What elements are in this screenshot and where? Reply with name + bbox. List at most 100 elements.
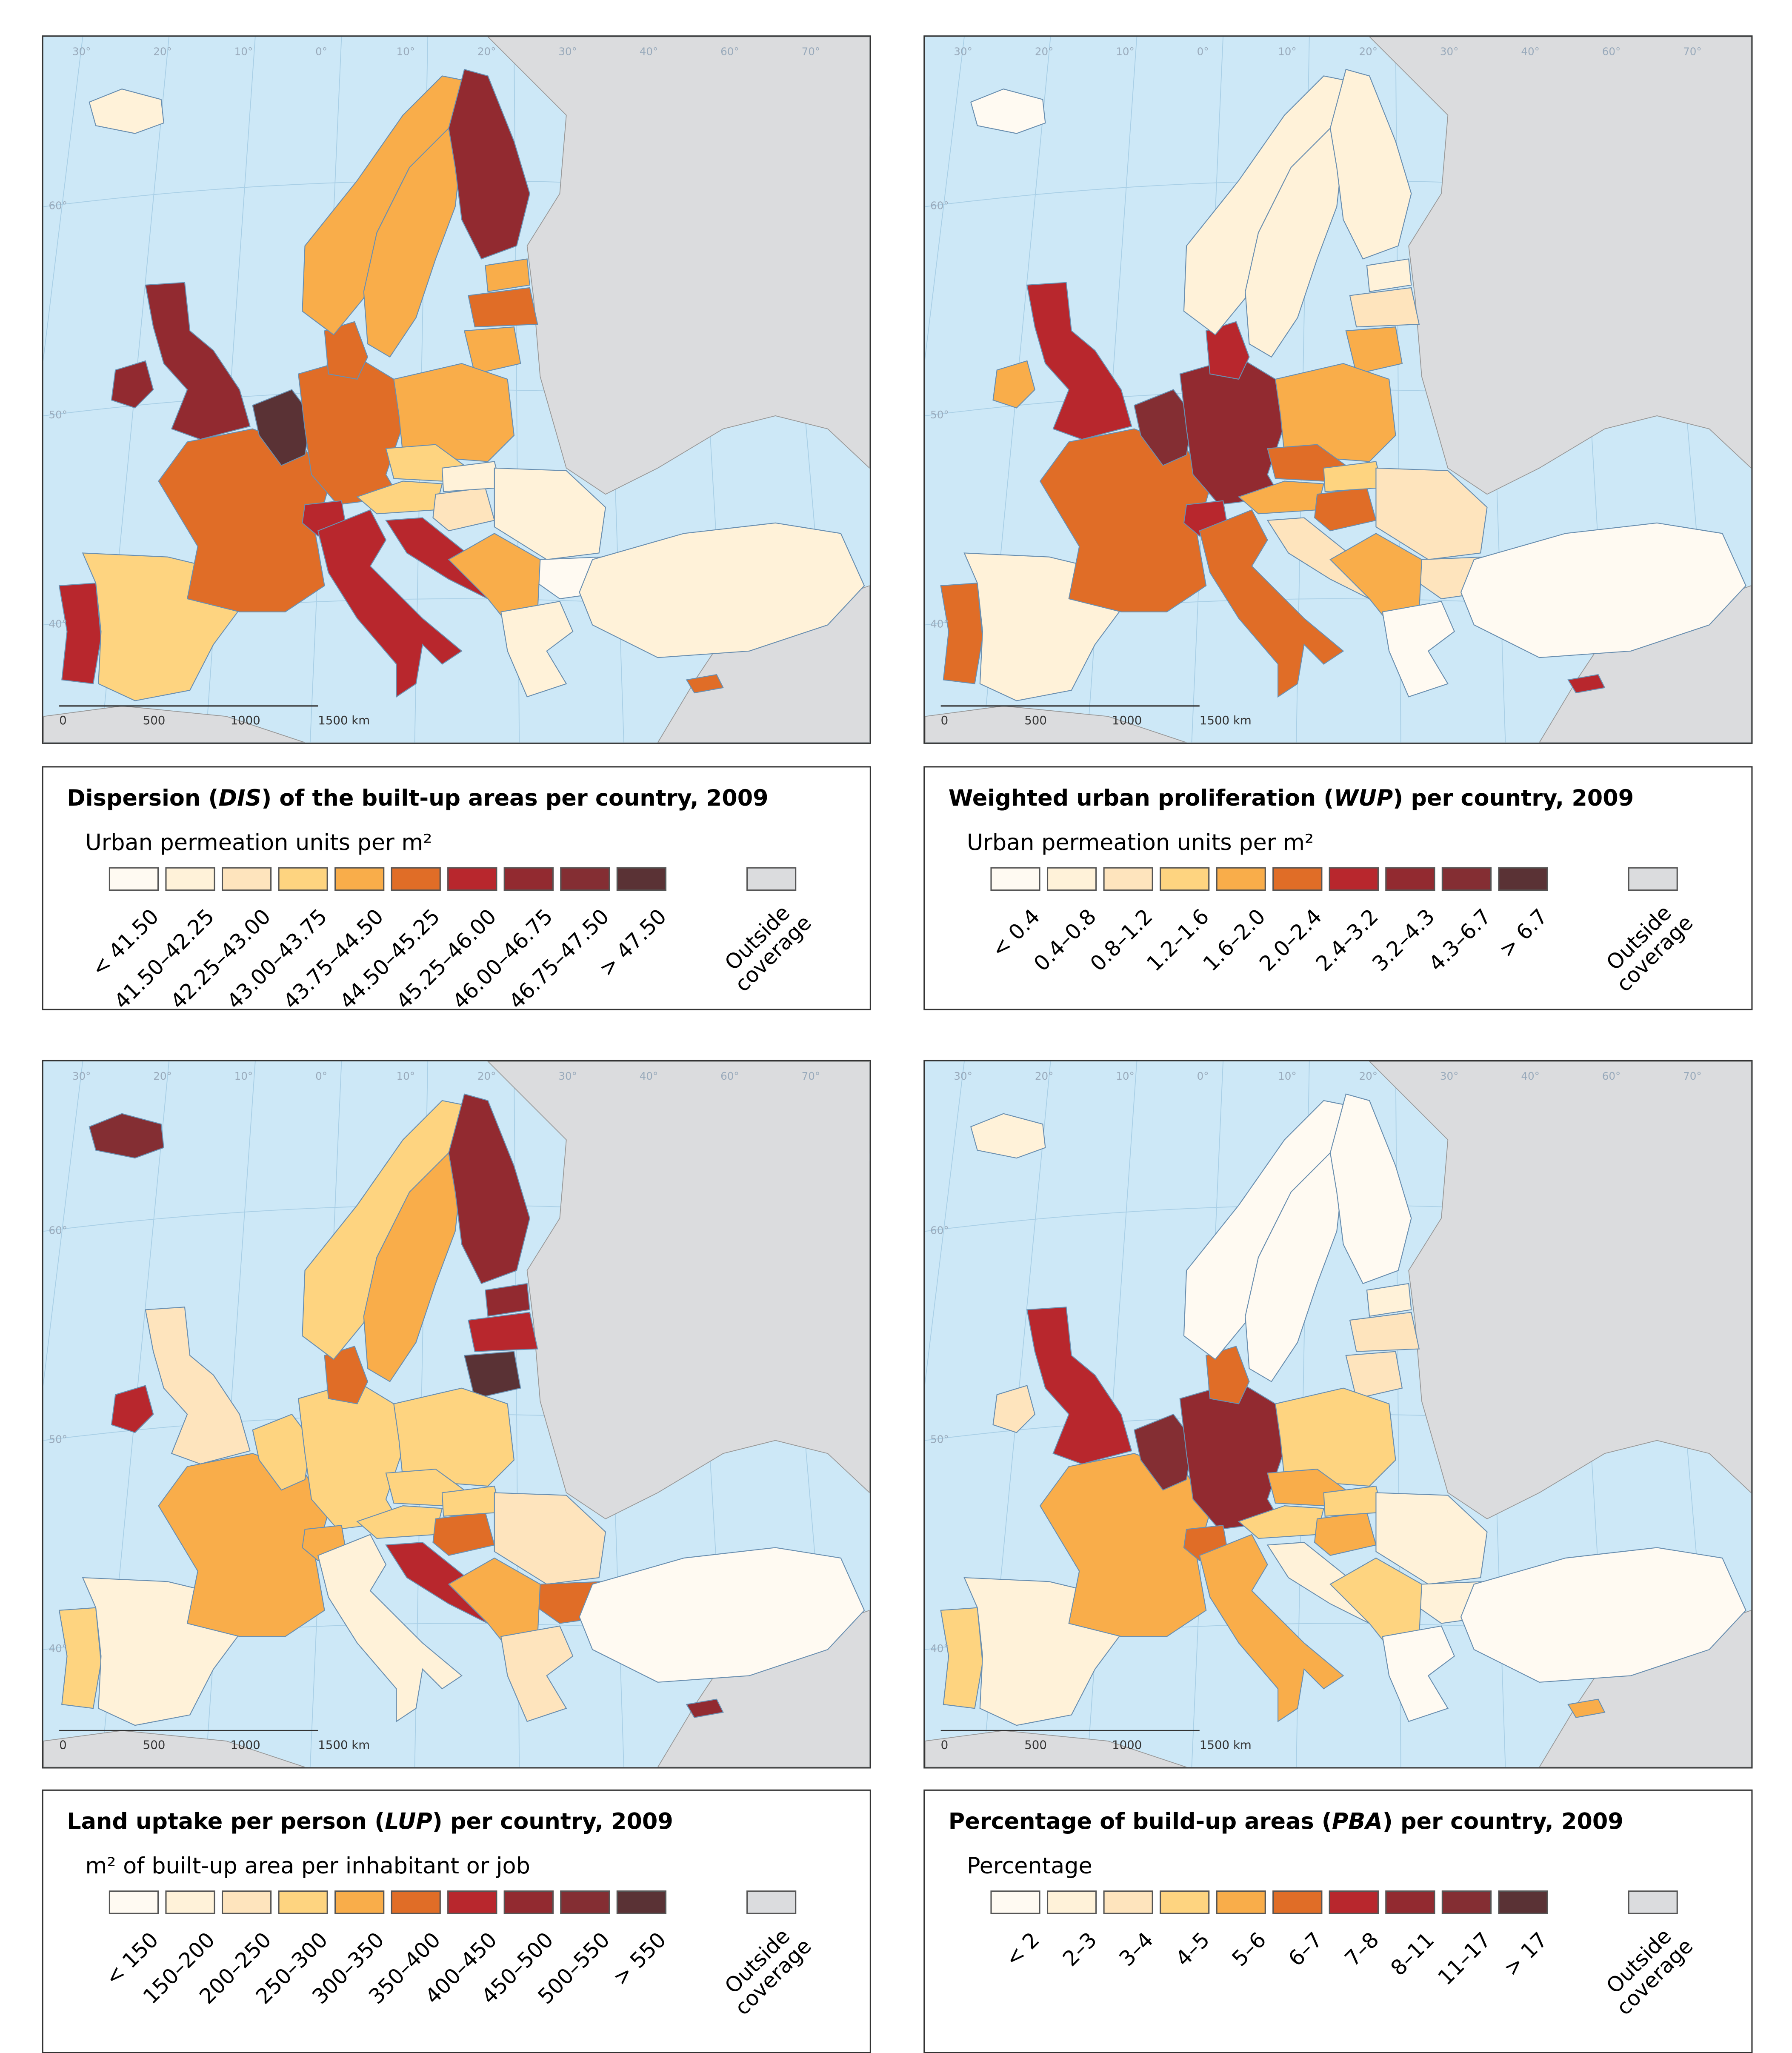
longitude-label: 30° — [1440, 45, 1459, 57]
country-finland[interactable] — [1329, 1093, 1412, 1284]
outside-coverage-east — [1369, 37, 1752, 495]
country-finland[interactable] — [448, 1093, 530, 1284]
map-dis[interactable]: 30° 20° 10° 0° 10° 20° 30° 40° 60° 70° 60° 50° 40° 0 5… — [42, 35, 871, 744]
country-benelux[interactable] — [252, 1413, 312, 1491]
country-ireland[interactable] — [992, 360, 1036, 409]
country-poland[interactable] — [1275, 363, 1396, 462]
legend-swatch — [391, 867, 441, 891]
map-pba[interactable]: 30° 20° 10° 0° 10° 20° 30° 40° 60° 70° 60° 50° 40° 0 5… — [923, 1060, 1753, 1769]
legend-swatch — [560, 1890, 610, 1914]
longitude-label: 10° — [1116, 45, 1135, 57]
title-abbreviation: LUP — [385, 1809, 432, 1836]
country-denmark[interactable] — [1206, 321, 1250, 380]
country-turkey[interactable] — [1460, 522, 1746, 658]
legend-outside-label: Outside coverage — [720, 900, 817, 997]
legend-title: Dispersion (DIS) of the built-up areas p… — [67, 786, 768, 812]
country-uk[interactable] — [1026, 1307, 1132, 1464]
country-uk[interactable] — [145, 282, 251, 440]
country-denmark[interactable] — [324, 321, 369, 380]
country-sweden[interactable] — [363, 1152, 463, 1382]
legend-class-label: 2.4–3.2 — [1311, 904, 1383, 976]
country-romania[interactable] — [494, 1492, 606, 1585]
map-lup[interactable]: 30° 20° 10° 0° 10° 20° 30° 40° 60° 70° 60° 50° 40° 0 5… — [42, 1060, 871, 1769]
country-iceland[interactable] — [89, 89, 164, 134]
country-finland[interactable] — [1329, 69, 1412, 260]
map-wup[interactable]: 30° 20° 10° 0° 10° 20° 30° 40° 60° 70° 60° 50° 40° 0 5… — [923, 35, 1753, 744]
longitude-label: 40° — [1521, 45, 1540, 57]
country-latvia[interactable] — [468, 287, 538, 328]
latitude-label: 50° — [49, 1433, 68, 1446]
longitude-label: 40° — [640, 1070, 658, 1082]
legend-swatch — [1498, 867, 1548, 891]
country-iceland[interactable] — [89, 1113, 164, 1159]
scale-label: 1500 km — [1200, 1738, 1252, 1752]
country-romania[interactable] — [1375, 467, 1488, 560]
title-abbreviation: PBA — [1332, 1809, 1383, 1836]
country-lithuania[interactable] — [463, 326, 521, 375]
country-italy[interactable] — [317, 1534, 463, 1722]
graticule-line — [925, 1061, 965, 1387]
country-latvia[interactable] — [468, 1312, 538, 1352]
country-cyprus[interactable] — [686, 1698, 724, 1718]
longitude-label: 40° — [640, 45, 658, 57]
country-estonia[interactable] — [1366, 258, 1412, 292]
country-italy[interactable] — [1199, 509, 1344, 698]
country-benelux[interactable] — [1133, 389, 1194, 466]
country-denmark[interactable] — [1206, 1346, 1250, 1404]
legend-class-label: 4.3–6.7 — [1423, 904, 1496, 976]
legend-swatch — [990, 1890, 1040, 1914]
country-latvia[interactable] — [1349, 1312, 1420, 1352]
country-poland[interactable] — [393, 1387, 515, 1487]
country-italy[interactable] — [317, 509, 463, 698]
country-greece[interactable] — [500, 600, 574, 698]
country-iceland[interactable] — [970, 89, 1046, 134]
scale-label: 1000 — [1112, 1738, 1142, 1752]
country-sweden[interactable] — [363, 127, 463, 358]
country-turkey[interactable] — [579, 522, 865, 658]
country-greece[interactable] — [1382, 600, 1455, 698]
country-benelux[interactable] — [252, 389, 312, 466]
country-cyprus[interactable] — [1567, 1698, 1606, 1718]
country-ireland[interactable] — [111, 1385, 154, 1433]
country-romania[interactable] — [1375, 1492, 1488, 1585]
legend-swatch — [1103, 867, 1153, 891]
country-italy[interactable] — [1199, 1534, 1344, 1722]
country-finland[interactable] — [448, 69, 530, 260]
country-estonia[interactable] — [485, 258, 530, 292]
country-latvia[interactable] — [1349, 287, 1420, 328]
outside-coverage-africa — [925, 1730, 1187, 1767]
country-romania[interactable] — [494, 467, 606, 560]
longitude-label: 30° — [954, 1070, 972, 1082]
country-denmark[interactable] — [324, 1346, 369, 1404]
country-sweden[interactable] — [1245, 127, 1344, 358]
latitude-label: 60° — [49, 1224, 68, 1236]
country-uk[interactable] — [1026, 282, 1132, 440]
country-greece[interactable] — [500, 1625, 574, 1722]
country-benelux[interactable] — [1133, 1413, 1194, 1491]
country-lithuania[interactable] — [463, 1351, 521, 1399]
legend-class-label: 6–7 — [1283, 1927, 1327, 1971]
country-lithuania[interactable] — [1345, 326, 1403, 375]
country-poland[interactable] — [393, 363, 515, 462]
country-poland[interactable] — [1275, 1387, 1396, 1487]
country-estonia[interactable] — [1366, 1283, 1412, 1317]
legend-class-label: 8–11 — [1386, 1927, 1440, 1981]
legend-swatch-outside — [746, 867, 797, 891]
country-sweden[interactable] — [1245, 1152, 1344, 1382]
legend-swatch — [1216, 1890, 1266, 1914]
country-iceland[interactable] — [970, 1113, 1046, 1159]
country-turkey[interactable] — [1460, 1547, 1746, 1683]
country-greece[interactable] — [1382, 1625, 1455, 1722]
country-ireland[interactable] — [992, 1385, 1036, 1433]
country-cyprus[interactable] — [686, 674, 724, 694]
country-uk[interactable] — [145, 1307, 251, 1464]
country-lithuania[interactable] — [1345, 1351, 1403, 1399]
country-turkey[interactable] — [579, 1547, 865, 1683]
country-estonia[interactable] — [485, 1283, 530, 1317]
legend-lup: Land uptake per person (LUP) per country… — [42, 1789, 871, 2053]
country-cyprus[interactable] — [1567, 674, 1606, 694]
legend-swatch — [1046, 1890, 1097, 1914]
latitude-label: 40° — [49, 618, 68, 630]
country-ireland[interactable] — [111, 360, 154, 409]
longitude-label: 10° — [1116, 1070, 1135, 1082]
